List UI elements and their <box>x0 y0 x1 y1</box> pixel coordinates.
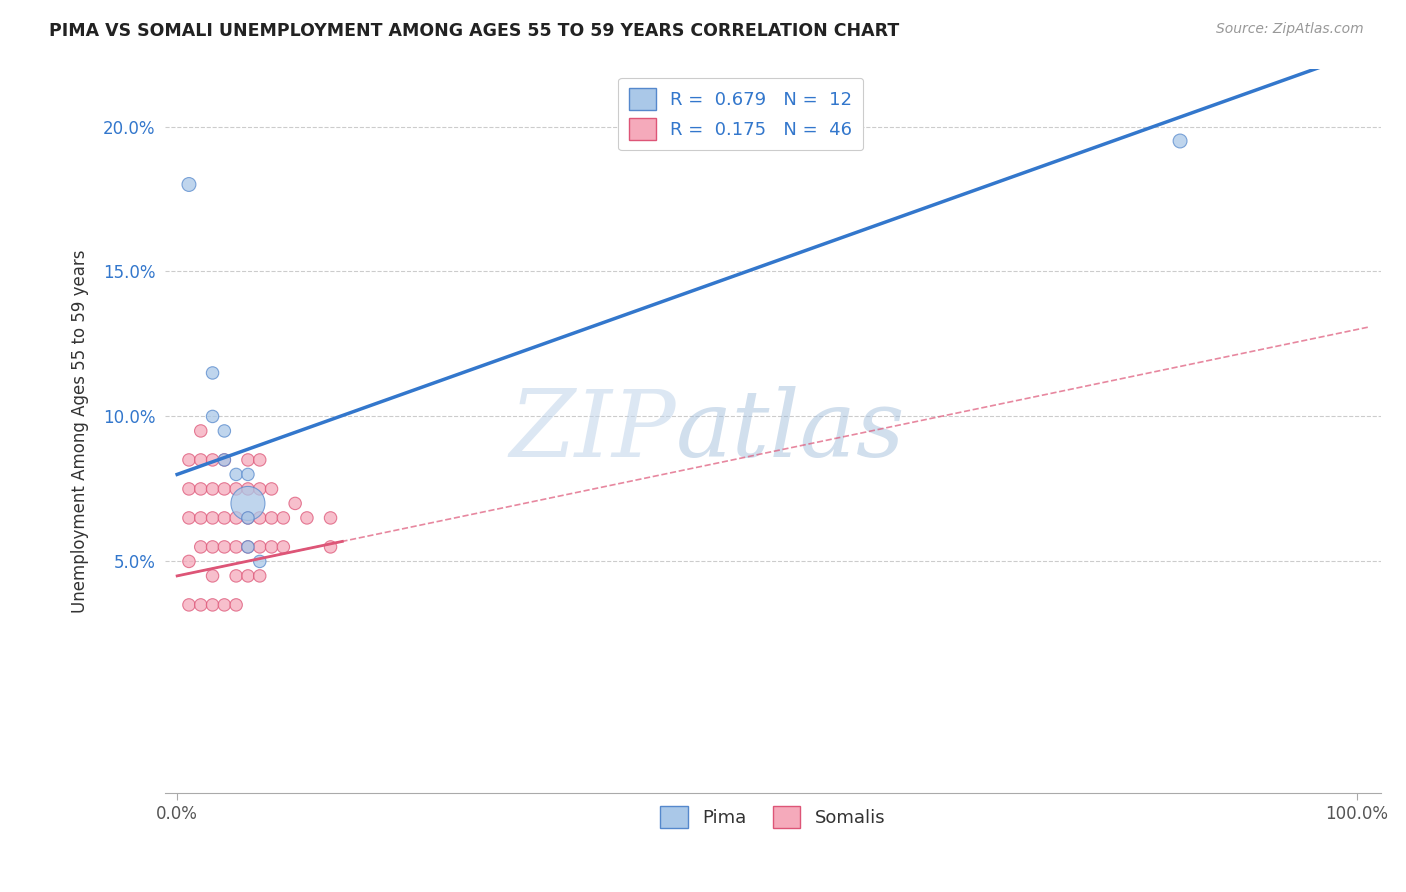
Point <box>284 496 307 510</box>
Point <box>201 511 224 525</box>
Point <box>236 496 259 510</box>
Point <box>177 554 200 568</box>
Point <box>201 540 224 554</box>
Point <box>236 511 259 525</box>
Point <box>190 511 212 525</box>
Point <box>273 511 295 525</box>
Point <box>225 482 247 496</box>
Point <box>201 598 224 612</box>
Point <box>214 482 236 496</box>
Point <box>201 453 224 467</box>
Point <box>295 511 318 525</box>
Point <box>236 540 259 554</box>
Point <box>201 482 224 496</box>
Point <box>319 540 342 554</box>
Point <box>236 540 259 554</box>
Point <box>249 453 271 467</box>
Point <box>225 511 247 525</box>
Point <box>225 569 247 583</box>
Point <box>201 366 224 380</box>
Point <box>260 482 283 496</box>
Point <box>177 178 200 192</box>
Text: ZIP: ZIP <box>509 386 676 476</box>
Point <box>177 598 200 612</box>
Y-axis label: Unemployment Among Ages 55 to 59 years: Unemployment Among Ages 55 to 59 years <box>72 249 89 613</box>
Point <box>177 482 200 496</box>
Point <box>236 511 259 525</box>
Point <box>214 598 236 612</box>
Point <box>249 569 271 583</box>
Point <box>201 569 224 583</box>
Text: atlas: atlas <box>676 386 905 476</box>
Point <box>190 540 212 554</box>
Point <box>177 453 200 467</box>
Point <box>249 511 271 525</box>
Point <box>214 511 236 525</box>
Point <box>190 453 212 467</box>
Point <box>249 554 271 568</box>
Point <box>1168 134 1191 148</box>
Text: PIMA VS SOMALI UNEMPLOYMENT AMONG AGES 55 TO 59 YEARS CORRELATION CHART: PIMA VS SOMALI UNEMPLOYMENT AMONG AGES 5… <box>49 22 900 40</box>
Point <box>236 453 259 467</box>
Point <box>225 540 247 554</box>
Point <box>225 598 247 612</box>
Point <box>190 424 212 438</box>
Point <box>214 453 236 467</box>
Point <box>225 467 247 482</box>
Point <box>201 409 224 424</box>
Point <box>190 482 212 496</box>
Point <box>260 540 283 554</box>
Legend: Pima, Somalis: Pima, Somalis <box>654 798 893 835</box>
Point <box>249 482 271 496</box>
Point <box>249 540 271 554</box>
Point <box>214 540 236 554</box>
Point <box>236 467 259 482</box>
Point <box>236 482 259 496</box>
Point <box>214 453 236 467</box>
Point <box>319 511 342 525</box>
Point <box>214 424 236 438</box>
Point <box>236 569 259 583</box>
Point <box>177 511 200 525</box>
Point <box>260 511 283 525</box>
Point <box>190 598 212 612</box>
Text: Source: ZipAtlas.com: Source: ZipAtlas.com <box>1216 22 1364 37</box>
Point <box>273 540 295 554</box>
